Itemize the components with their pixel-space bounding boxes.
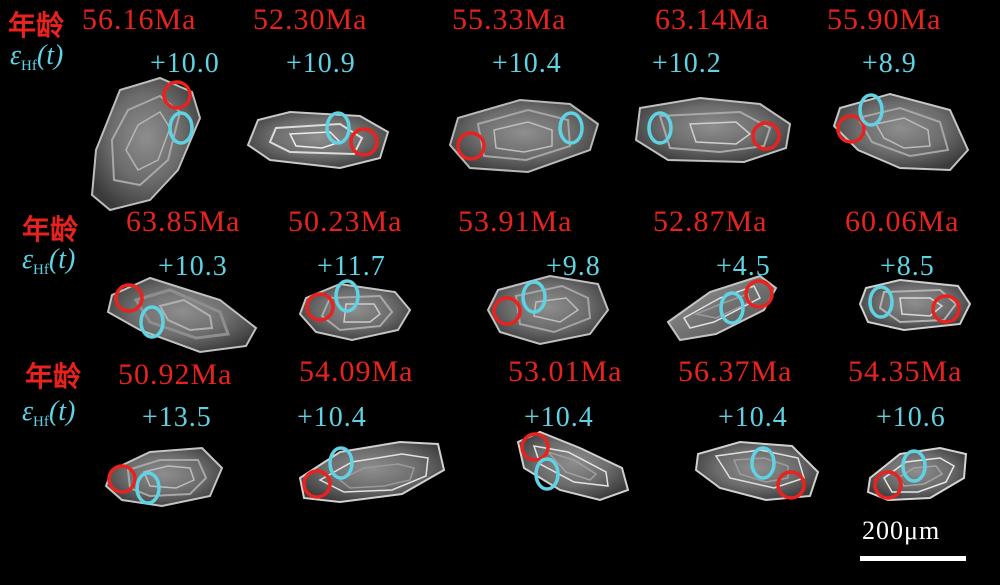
grain-ehf: +10.6 bbox=[876, 402, 946, 433]
grain-age: 55.90Ma bbox=[827, 3, 942, 36]
epsilon-arg: (t) bbox=[48, 244, 76, 275]
u-pb-spot bbox=[302, 469, 332, 499]
grain-age: 54.35Ma bbox=[848, 355, 963, 388]
grain-ehf: +13.5 bbox=[142, 402, 212, 433]
grain-age: 50.23Ma bbox=[288, 205, 403, 238]
u-pb-spot bbox=[931, 294, 961, 324]
grain-ehf: +10.3 bbox=[158, 251, 228, 282]
epsilon-symbol: ε bbox=[10, 40, 22, 71]
u-pb-spot bbox=[492, 296, 522, 326]
grain-age: 60.06Ma bbox=[845, 205, 960, 238]
u-pb-spot bbox=[114, 283, 144, 313]
ehf-label: εHf(t) bbox=[10, 40, 63, 75]
zircon-grain bbox=[516, 430, 630, 502]
u-pb-spot bbox=[873, 470, 903, 500]
grain-age: 52.87Ma bbox=[653, 205, 768, 238]
zircon-grain bbox=[866, 446, 968, 502]
grain-ehf: +9.8 bbox=[546, 251, 601, 282]
u-pb-spot bbox=[305, 292, 335, 322]
age-label: 年龄 bbox=[8, 9, 65, 42]
epsilon-arg: (t) bbox=[36, 40, 64, 71]
epsilon-subscript: Hf bbox=[21, 58, 37, 74]
grain-age: 63.14Ma bbox=[655, 3, 770, 36]
age-label: 年龄 bbox=[22, 213, 79, 246]
grain-age: 56.37Ma bbox=[678, 355, 793, 388]
zircon-grain bbox=[246, 110, 390, 170]
age-label: 年龄 bbox=[25, 360, 82, 393]
zircon-grain bbox=[298, 440, 446, 504]
zircon-grain bbox=[634, 96, 792, 164]
u-pb-spot bbox=[107, 464, 137, 494]
hf-spot bbox=[328, 446, 354, 480]
epsilon-symbol: ε bbox=[22, 396, 34, 427]
zircon-grain bbox=[448, 98, 600, 174]
zircon-grain bbox=[832, 92, 970, 172]
hf-spot bbox=[868, 285, 894, 319]
zircon-grain bbox=[486, 274, 610, 346]
grain-ehf: +8.5 bbox=[880, 251, 935, 282]
grain-ehf: +10.2 bbox=[652, 48, 722, 79]
epsilon-subscript: Hf bbox=[33, 262, 49, 278]
u-pb-spot bbox=[162, 80, 192, 110]
grain-age: 53.01Ma bbox=[508, 355, 623, 388]
hf-spot bbox=[135, 471, 161, 505]
hf-spot bbox=[534, 457, 560, 491]
scale-bar-line bbox=[860, 556, 966, 561]
scale-bar-label: 200μm bbox=[862, 516, 941, 545]
grain-ehf: +8.9 bbox=[862, 48, 917, 79]
zircon-grain bbox=[104, 446, 224, 508]
grain-ehf: +11.7 bbox=[317, 251, 386, 282]
u-pb-spot bbox=[456, 131, 486, 161]
u-pb-spot bbox=[836, 114, 866, 144]
hf-spot bbox=[719, 291, 745, 325]
epsilon-arg: (t) bbox=[48, 396, 76, 427]
u-pb-spot bbox=[349, 127, 379, 157]
u-pb-spot bbox=[744, 279, 774, 309]
hf-spot bbox=[858, 93, 884, 127]
hf-spot bbox=[325, 111, 351, 145]
hf-spot bbox=[139, 305, 165, 339]
grain-ehf: +4.5 bbox=[716, 251, 771, 282]
epsilon-symbol: ε bbox=[22, 244, 34, 275]
grain-age: 56.16Ma bbox=[82, 3, 197, 36]
hf-spot bbox=[558, 111, 584, 145]
grain-ehf: +10.4 bbox=[718, 402, 788, 433]
hf-spot bbox=[647, 111, 673, 145]
hf-spot bbox=[168, 111, 194, 145]
u-pb-spot bbox=[751, 121, 781, 151]
u-pb-spot bbox=[520, 432, 550, 462]
u-pb-spot bbox=[776, 470, 806, 500]
hf-spot bbox=[521, 280, 547, 314]
grain-ehf: +10.4 bbox=[492, 48, 562, 79]
grain-ehf: +10.4 bbox=[297, 402, 367, 433]
grain-age: 50.92Ma bbox=[118, 358, 233, 391]
hf-spot bbox=[334, 279, 360, 313]
grain-age: 52.30Ma bbox=[253, 3, 368, 36]
ehf-label: εHf(t) bbox=[22, 396, 75, 431]
epsilon-subscript: Hf bbox=[33, 414, 49, 430]
hf-spot bbox=[750, 446, 776, 480]
grain-age: 55.33Ma bbox=[452, 3, 567, 36]
zircon-grain bbox=[298, 282, 412, 342]
grain-age: 54.09Ma bbox=[299, 355, 414, 388]
hf-spot bbox=[901, 449, 927, 483]
grain-age: 63.85Ma bbox=[126, 205, 241, 238]
zircon-grain bbox=[106, 276, 258, 354]
ehf-label: εHf(t) bbox=[22, 244, 75, 279]
grain-age: 53.91Ma bbox=[458, 205, 573, 238]
grain-ehf: +10.4 bbox=[524, 402, 594, 433]
grain-ehf: +10.0 bbox=[150, 48, 220, 79]
grain-ehf: +10.9 bbox=[286, 48, 356, 79]
